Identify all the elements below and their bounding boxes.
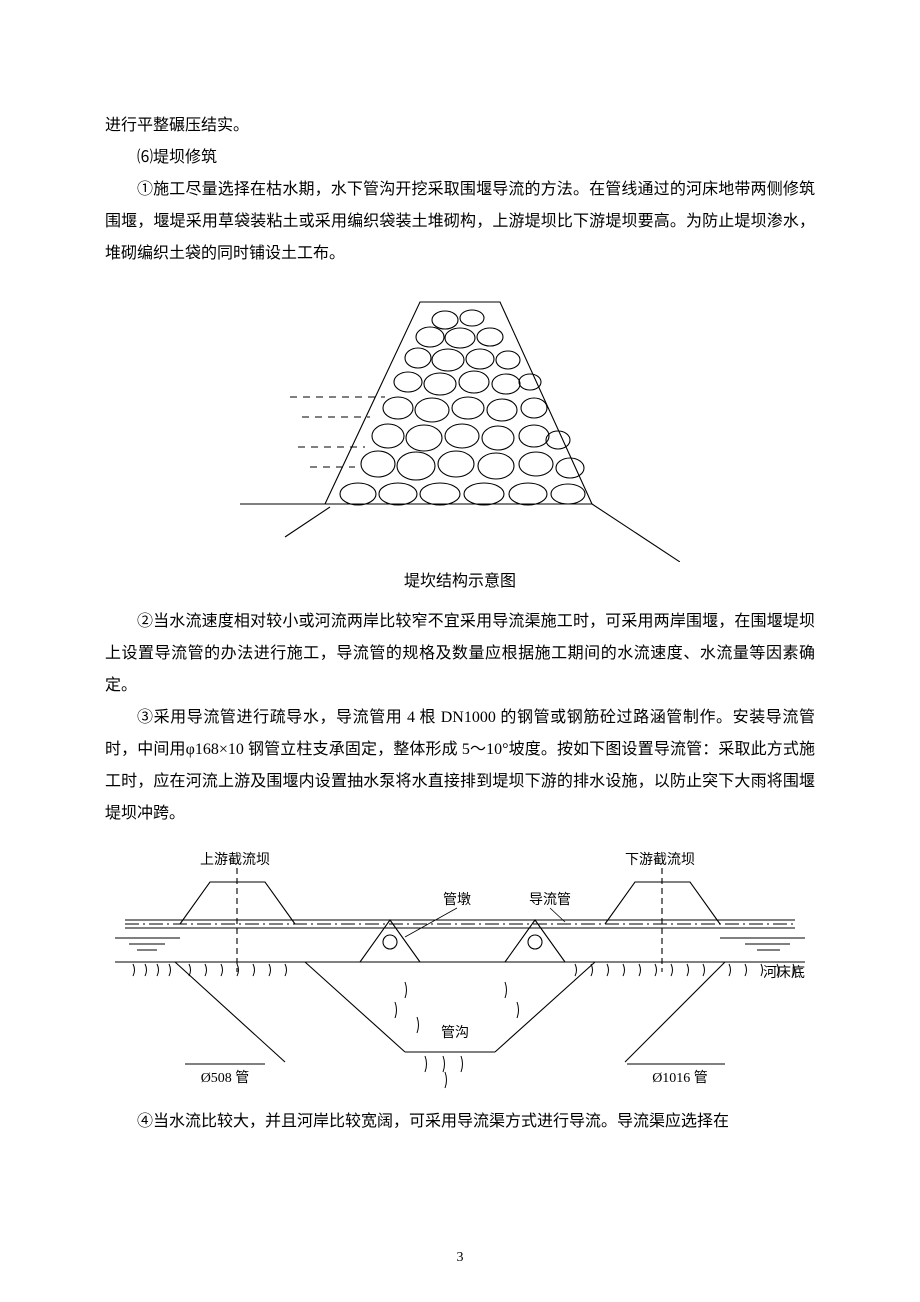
svg-text:导流管: 导流管	[529, 892, 571, 908]
figure-2-diversion-section: 上游截流坝 下游截流坝 管墩 导流管	[105, 842, 815, 1102]
diversion-section-svg: 上游截流坝 下游截流坝 管墩 导流管	[105, 842, 815, 1102]
svg-text:管沟: 管沟	[441, 1025, 469, 1041]
figure-1-dam-structure	[105, 282, 815, 562]
page-number: 3	[0, 1244, 920, 1272]
paragraph-6-4: ④当水流比较大，并且河岸比较宽阔，可采用导流渠方式进行导流。导流渠应选择在	[105, 1106, 815, 1138]
svg-text:Ø508 管: Ø508 管	[201, 1070, 250, 1086]
paragraph-6-2: ②当水流速度相对较小或河流两岸比较窄不宜采用导流渠施工时，可采用两岸围堰，在围堰…	[105, 606, 815, 702]
svg-text:上游截流坝: 上游截流坝	[200, 852, 270, 868]
svg-text:Ø1016 管: Ø1016 管	[652, 1070, 708, 1086]
document-page: 进行平整碾压结实。 ⑹堤坝修筑 ①施工尽量选择在枯水期，水下管沟开挖采取围堰导流…	[0, 0, 920, 1302]
continuation-line: 进行平整碾压结实。	[105, 110, 815, 142]
svg-text:下游截流坝: 下游截流坝	[625, 852, 695, 868]
figure-1-caption: 堤坎结构示意图	[105, 566, 815, 598]
svg-text:河床底: 河床底	[763, 965, 805, 981]
dam-structure-svg	[240, 282, 680, 562]
section-heading-6: ⑹堤坝修筑	[105, 142, 815, 174]
svg-text:管墩: 管墩	[443, 892, 471, 908]
paragraph-6-3: ③采用导流管进行疏导水，导流管用 4 根 DN1000 的钢管或钢筋砼过路涵管制…	[105, 702, 815, 830]
paragraph-6-1: ①施工尽量选择在枯水期，水下管沟开挖采取围堰导流的方法。在管线通过的河床地带两侧…	[105, 174, 815, 270]
